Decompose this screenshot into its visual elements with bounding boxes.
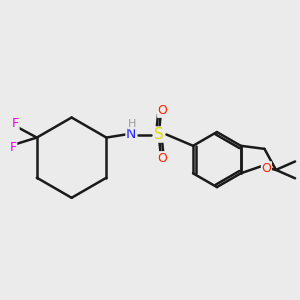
Text: O: O — [158, 152, 167, 165]
Text: F: F — [10, 141, 17, 154]
Text: F: F — [12, 117, 19, 130]
Text: S: S — [154, 127, 164, 142]
Text: O: O — [158, 104, 167, 117]
Text: N: N — [126, 127, 136, 141]
Text: H: H — [128, 119, 136, 129]
Text: O: O — [261, 162, 271, 175]
